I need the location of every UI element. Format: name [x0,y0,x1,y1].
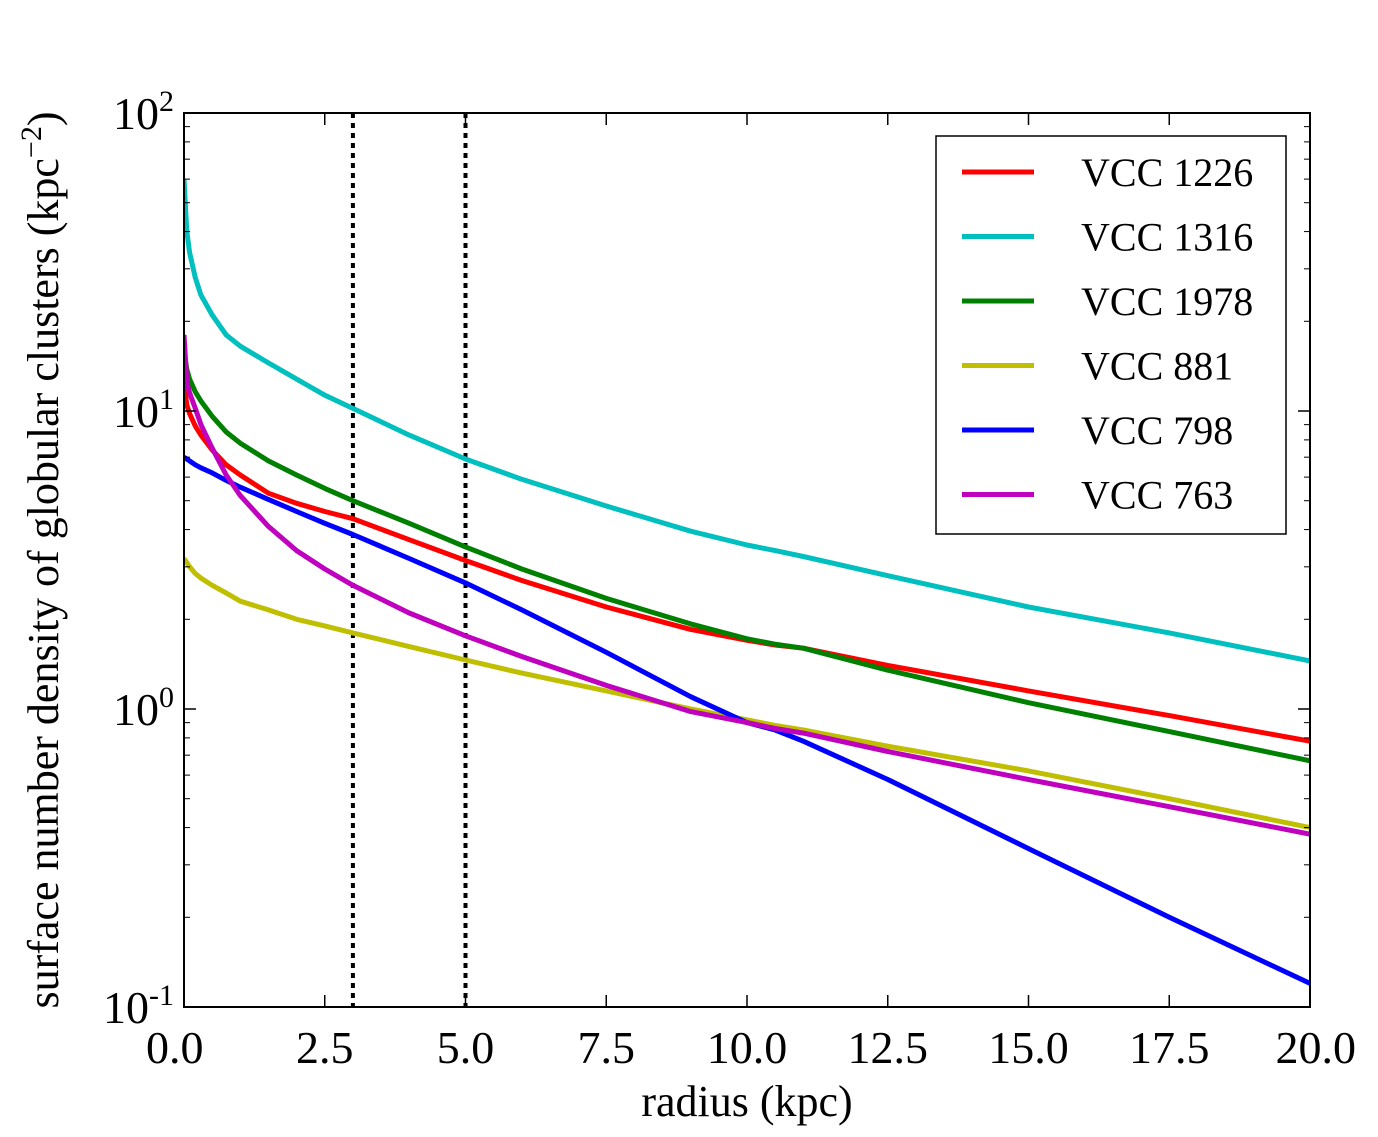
series-group [184,178,1310,986]
series-line-3 [184,557,1310,831]
legend-label-2: VCC 1978 [1081,279,1253,324]
legend-label-4: VCC 798 [1081,408,1233,453]
legend-label-5: VCC 763 [1081,473,1233,518]
x-tick-label: 20.0 [1276,1022,1357,1073]
x-tick-label: 5.0 [437,1022,495,1073]
x-tick-label: 12.5 [848,1022,929,1073]
y-axis-label-main: surface number density of globular clust… [19,158,68,1008]
x-tick-label: 17.5 [1129,1022,1210,1073]
x-tick-label: 0.0 [146,1022,204,1073]
series-line-4 [184,455,1310,986]
y-tick-label: 10-1 [103,979,174,1033]
plot-area [183,112,1311,1008]
series-line-5 [184,334,1310,837]
x-tick-label: 7.5 [578,1022,636,1073]
x-tick-label: 10.0 [707,1022,788,1073]
y-tick-label: 101 [113,383,174,437]
legend-label-0: VCC 1226 [1081,150,1253,195]
y-tick-exponent: -1 [149,979,174,1012]
y-tick-exponent: 0 [159,681,174,714]
legend: VCC 1226 VCC 1316 VCC 1978 VCC 881 VCC 798 VC… [935,135,1287,535]
y-axis-label-exponent: −2 [15,126,48,158]
y-axis-label-close: ) [19,112,68,127]
y-tick-label: 100 [113,681,174,735]
y-tick-label: 102 [113,85,174,139]
legend-label-1: VCC 1316 [1081,215,1253,260]
y-tick-exponent: 2 [159,85,174,118]
y-tick-base: 10 [113,88,159,139]
legend-box [935,135,1287,535]
series-line-1 [184,178,1310,664]
series-line-2 [184,349,1310,764]
y-tick-base: 10 [103,982,149,1033]
y-axis-label: surface number density of globular clust… [15,112,68,1009]
x-tick-label: 2.5 [296,1022,354,1073]
y-tick-exponent: 1 [159,383,174,416]
y-tick-base: 10 [113,684,159,735]
y-tick-base: 10 [113,386,159,437]
x-axis: 0.0 2.5 5.0 7.5 10.0 12.5 15.0 17.5 20.0 [146,113,1356,1073]
x-axis-label: radius (kpc) [641,1077,852,1126]
legend-label-3: VCC 881 [1081,344,1233,389]
x-tick-label: 15.0 [988,1022,1069,1073]
